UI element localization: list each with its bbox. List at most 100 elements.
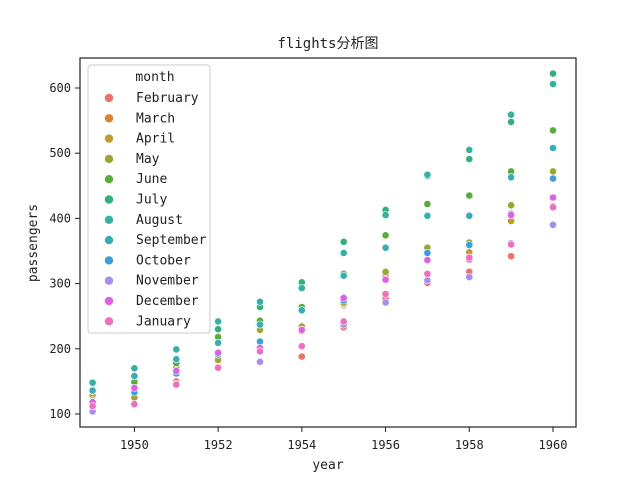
- data-point: [507, 211, 515, 219]
- x-tick-label: 1950: [120, 438, 149, 452]
- legend-label: June: [136, 172, 167, 187]
- data-point: [339, 317, 348, 326]
- y-tick-label: 400: [49, 211, 71, 225]
- legend-marker: [104, 316, 114, 327]
- data-point: [381, 290, 390, 298]
- data-point: [130, 383, 139, 392]
- legend-label: August: [136, 213, 183, 228]
- data-point: [214, 348, 222, 357]
- x-tick-label: 1954: [287, 438, 316, 452]
- x-tick-label: 1958: [455, 438, 484, 452]
- legend-marker: [104, 275, 114, 286]
- y-axis-label: passengers: [26, 204, 41, 282]
- data-point: [507, 173, 515, 182]
- data-point: [130, 364, 139, 373]
- data-point: [549, 174, 557, 183]
- data-point: [549, 126, 557, 135]
- data-point: [423, 276, 432, 285]
- data-point: [465, 211, 474, 220]
- x-tick-label: 1956: [371, 438, 400, 452]
- legend-marker: [104, 93, 114, 103]
- data-point: [549, 203, 557, 212]
- data-point: [381, 298, 390, 307]
- data-point: [507, 252, 515, 261]
- legend-label: May: [136, 152, 160, 167]
- data-point: [214, 325, 222, 334]
- data-point: [297, 284, 306, 292]
- data-point: [381, 243, 390, 252]
- data-point: [381, 231, 390, 240]
- legend-marker: [104, 154, 114, 164]
- data-point: [423, 170, 432, 179]
- data-point: [297, 306, 306, 315]
- data-point: [549, 220, 557, 229]
- data-point: [465, 241, 474, 249]
- legend-label: February: [136, 91, 199, 106]
- data-point: [339, 271, 348, 280]
- data-point: [256, 320, 264, 329]
- data-point: [465, 155, 474, 163]
- data-point: [88, 402, 97, 410]
- y-tick-label: 500: [49, 146, 71, 160]
- data-point: [256, 337, 264, 346]
- data-point: [465, 191, 474, 200]
- legend-marker: [104, 194, 114, 205]
- legend-marker: [104, 215, 114, 225]
- data-point: [172, 345, 181, 354]
- data-point: [549, 193, 557, 202]
- data-point: [507, 118, 515, 126]
- legend-marker: [104, 174, 114, 184]
- plot-frame: [79, 57, 577, 428]
- legend-marker: [104, 296, 114, 306]
- y-tick-label: 600: [49, 81, 71, 95]
- data-point: [465, 273, 474, 281]
- x-tick-label: 1952: [204, 438, 233, 452]
- data-point: [423, 211, 432, 220]
- legend-label: October: [136, 253, 191, 268]
- data-point: [214, 363, 222, 372]
- legend-label: September: [136, 233, 207, 248]
- data-point: [214, 338, 222, 347]
- data-point: [465, 145, 474, 154]
- data-point: [256, 347, 264, 356]
- x-tick-label: 1960: [539, 438, 568, 452]
- data-point: [423, 200, 432, 208]
- data-point: [423, 248, 432, 257]
- data-point: [423, 269, 432, 278]
- legend-marker: [104, 113, 114, 124]
- legend-marker: [104, 255, 114, 266]
- data-point: [549, 80, 557, 88]
- legend-label: December: [136, 294, 199, 309]
- legend-box: [87, 64, 211, 334]
- data-point: [256, 297, 264, 306]
- data-point: [88, 386, 97, 395]
- data-point: [507, 110, 515, 119]
- legend-label: April: [136, 132, 175, 147]
- data-point: [423, 256, 432, 264]
- legend-marker: [104, 235, 114, 245]
- data-point: [297, 325, 306, 334]
- data-point: [297, 342, 306, 351]
- data-point: [381, 211, 390, 219]
- legend-label: July: [136, 193, 167, 208]
- data-point: [339, 237, 348, 246]
- data-point: [549, 69, 557, 78]
- legend: month February March April May June July Augus…: [87, 64, 211, 334]
- data-point: [549, 167, 557, 176]
- data-point: [297, 352, 306, 361]
- data-point: [381, 275, 390, 284]
- legend-label: November: [136, 274, 199, 289]
- data-point: [88, 378, 97, 387]
- data-point: [172, 355, 181, 364]
- y-tick-label: 300: [49, 277, 71, 291]
- data-point: [339, 248, 348, 257]
- data-point: [130, 400, 139, 409]
- data-point: [130, 372, 139, 380]
- data-point: [172, 366, 181, 375]
- data-point: [172, 380, 181, 389]
- chart-title: flights分析图: [277, 36, 378, 52]
- data-point: [507, 240, 515, 249]
- data-point: [549, 144, 557, 152]
